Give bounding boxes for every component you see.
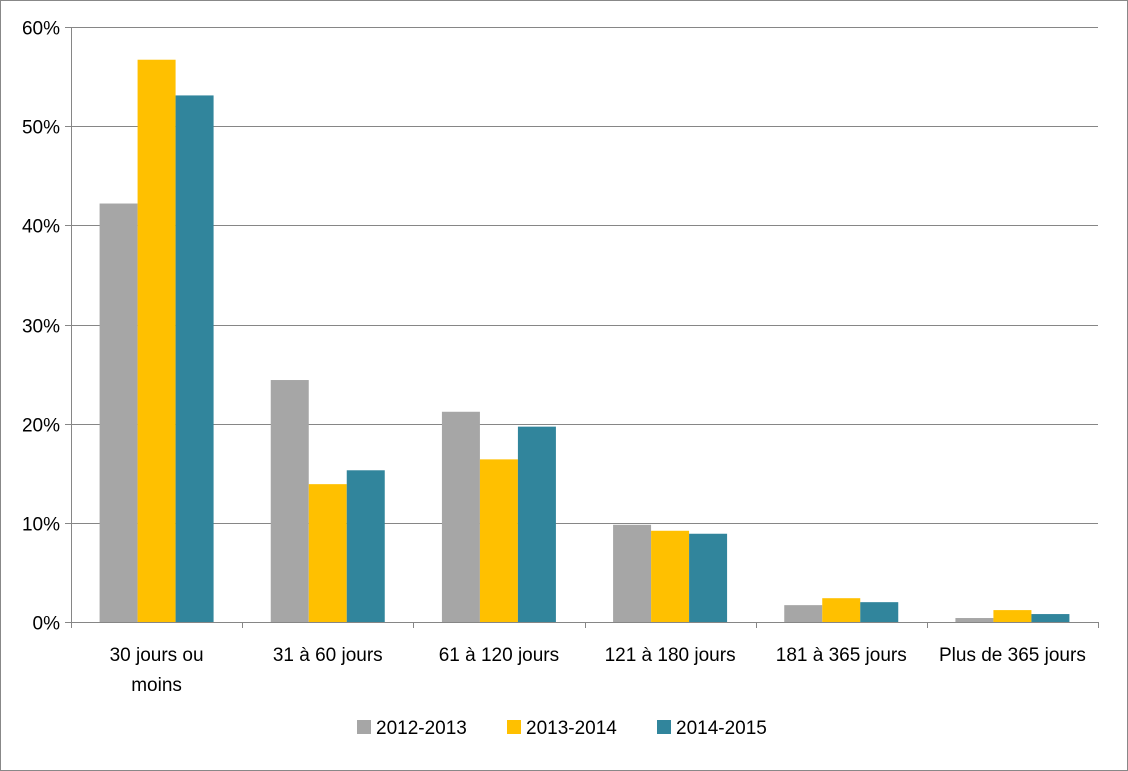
legend: 2012-2013 2013-2014 2014-2015 [357, 718, 767, 739]
x-category-label: moins [131, 675, 182, 696]
bar-2012-2013-2 [441, 411, 480, 622]
bar-2013-2014-4 [822, 598, 861, 622]
y-tick-label: 50% [22, 118, 60, 139]
y-tick-label: 0% [33, 614, 61, 635]
bar-2013-2014-0 [137, 59, 176, 623]
x-category-label: 121 à 180 jours [605, 645, 736, 666]
bar-2014-2015-0 [175, 95, 214, 623]
y-tick-label: 10% [22, 515, 60, 536]
x-category-label: 61 à 120 jours [439, 645, 559, 666]
x-category-label: 31 à 60 jours [273, 645, 383, 666]
bar-2013-2014-2 [479, 459, 518, 622]
bar-2014-2015-1 [346, 470, 385, 622]
y-tick-label: 30% [22, 317, 60, 338]
y-tick-labels: 0% 10% 20% 30% 40% 50% 60% [22, 19, 60, 635]
bar-2014-2015-2 [517, 426, 556, 622]
bar-2012-2013-4 [784, 605, 823, 622]
legend-label: 2014-2015 [676, 718, 767, 739]
bar-2012-2013-5 [955, 618, 994, 622]
axes [65, 27, 1099, 628]
bar-2013-2014-1 [308, 484, 347, 622]
legend-swatch [357, 720, 371, 734]
x-category-labels: 30 jours ou moins 31 à 60 jours 61 à 120 jo… [110, 645, 1086, 696]
x-category-label: Plus de 365 jours [939, 645, 1086, 666]
bar-2013-2014-3 [651, 530, 690, 622]
bar-2012-2013-0 [99, 203, 138, 622]
bar-2013-2014-5 [993, 610, 1032, 622]
bar-2014-2015-4 [860, 602, 899, 622]
y-tick-label: 40% [22, 217, 60, 238]
bar-2012-2013-3 [613, 524, 652, 622]
y-tick-label: 60% [22, 19, 60, 40]
legend-swatch [507, 720, 521, 734]
bars [99, 59, 1070, 623]
bar-2014-2015-5 [1031, 614, 1070, 622]
bar-2014-2015-3 [689, 533, 728, 622]
gridlines [71, 27, 1098, 524]
legend-label: 2012-2013 [376, 718, 467, 739]
y-tick-label: 20% [22, 416, 60, 437]
legend-swatch [657, 720, 671, 734]
x-category-label: 30 jours ou [110, 645, 204, 666]
x-category-label: 181 à 365 jours [776, 645, 907, 666]
legend-label: 2013-2014 [526, 718, 617, 739]
bar-2012-2013-1 [270, 380, 309, 622]
